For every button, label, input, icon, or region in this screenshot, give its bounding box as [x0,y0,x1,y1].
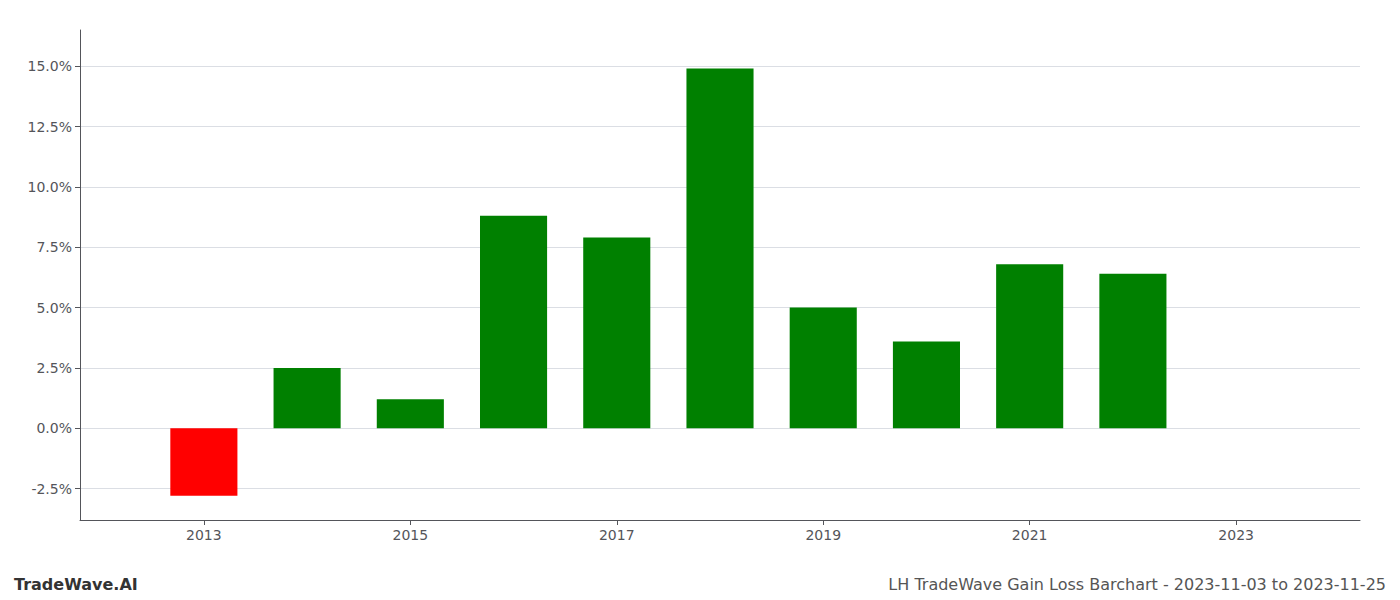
svg-text:2021: 2021 [1012,527,1048,543]
svg-text:2015: 2015 [393,527,429,543]
svg-text:10.0%: 10.0% [28,179,72,195]
svg-text:12.5%: 12.5% [28,119,72,135]
svg-text:7.5%: 7.5% [36,239,72,255]
svg-text:TradeWave.AI: TradeWave.AI [14,575,138,594]
svg-text:0.0%: 0.0% [36,420,72,436]
svg-text:2013: 2013 [186,527,222,543]
svg-text:2017: 2017 [599,527,635,543]
svg-text:15.0%: 15.0% [28,58,72,74]
svg-text:-2.5%: -2.5% [31,481,72,497]
svg-text:5.0%: 5.0% [36,300,72,316]
svg-text:2023: 2023 [1218,527,1254,543]
svg-text:2.5%: 2.5% [36,360,72,376]
svg-text:LH TradeWave Gain Loss Barchar: LH TradeWave Gain Loss Barchart - 2023-1… [888,575,1386,594]
svg-text:2019: 2019 [805,527,841,543]
